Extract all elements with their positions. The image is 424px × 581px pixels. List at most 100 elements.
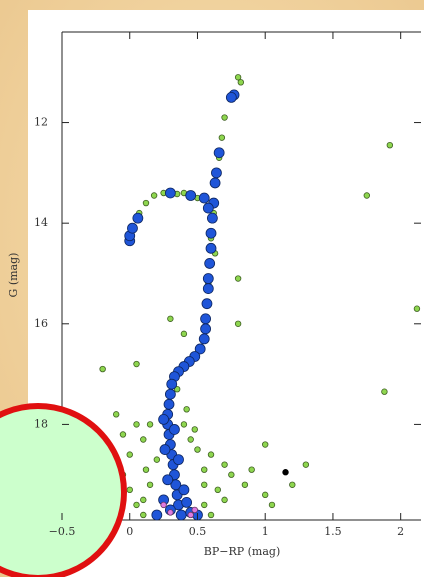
point	[235, 74, 241, 80]
point	[182, 497, 192, 507]
point	[303, 462, 309, 468]
point	[168, 510, 174, 516]
point	[133, 213, 143, 223]
point	[201, 314, 211, 324]
point	[181, 331, 187, 337]
point	[100, 366, 106, 372]
point	[207, 213, 217, 223]
point	[181, 422, 187, 428]
point	[203, 284, 213, 294]
point	[164, 399, 174, 409]
point	[364, 193, 370, 199]
point	[127, 223, 137, 233]
point	[127, 452, 133, 458]
point	[134, 502, 140, 508]
point	[199, 193, 209, 203]
point	[269, 502, 275, 508]
point	[205, 258, 215, 268]
point	[140, 512, 146, 518]
point	[206, 243, 216, 253]
point	[120, 432, 126, 438]
point	[176, 510, 186, 520]
point	[214, 148, 224, 158]
page: BP−RP (mag) G (mag) −0.5 0 0.5 1 1.5 2 12 14 16 1…	[0, 0, 424, 577]
point	[140, 497, 146, 503]
point	[165, 188, 175, 198]
point	[262, 492, 268, 498]
point	[211, 168, 221, 178]
point	[188, 512, 194, 518]
point	[226, 92, 236, 102]
point	[222, 462, 228, 468]
point	[242, 482, 248, 488]
point	[147, 482, 153, 488]
y-axis-label: G (mag)	[7, 253, 20, 298]
point	[179, 485, 189, 495]
x-tick-label: 0.5	[189, 525, 207, 538]
point	[382, 389, 388, 395]
point	[151, 193, 157, 199]
x-tick-label: 1.5	[324, 525, 342, 538]
point	[203, 203, 213, 213]
point	[199, 334, 209, 344]
y-tick-label: 18	[34, 417, 48, 430]
x-tick-label: 1	[262, 525, 269, 538]
point	[201, 502, 207, 508]
point	[387, 142, 393, 148]
point	[169, 424, 179, 434]
point	[186, 191, 196, 201]
point	[201, 467, 207, 473]
point	[210, 178, 220, 188]
y-tick-label: 16	[34, 317, 48, 330]
x-axis-label: BP−RP (mag)	[204, 545, 281, 558]
point	[195, 447, 201, 453]
point	[174, 455, 184, 465]
point	[215, 487, 221, 493]
point	[235, 321, 241, 327]
point	[222, 497, 228, 503]
x-tick-label: −0.5	[49, 525, 76, 538]
point	[222, 115, 228, 121]
point	[203, 274, 213, 284]
point	[192, 427, 198, 433]
point	[147, 422, 153, 428]
point	[167, 379, 177, 389]
point	[143, 467, 149, 473]
x-tick-label: 2	[397, 525, 404, 538]
point	[283, 469, 289, 475]
point	[208, 452, 214, 458]
point	[134, 422, 140, 428]
point	[143, 200, 149, 206]
point	[134, 361, 140, 367]
point	[235, 276, 241, 282]
point	[290, 482, 296, 488]
point	[414, 306, 420, 312]
point	[206, 228, 216, 238]
point	[192, 507, 198, 513]
point	[201, 482, 207, 488]
point	[202, 299, 212, 309]
point	[229, 472, 235, 478]
point	[208, 512, 214, 518]
point	[159, 414, 169, 424]
point	[140, 437, 146, 443]
point	[161, 502, 167, 508]
point	[262, 442, 268, 448]
point	[154, 457, 160, 463]
point	[201, 324, 211, 334]
point	[168, 316, 174, 322]
point	[127, 487, 133, 493]
point	[163, 475, 173, 485]
y-tick-label: 14	[34, 216, 48, 229]
point	[152, 510, 162, 520]
point	[160, 445, 170, 455]
point	[165, 389, 175, 399]
point	[188, 437, 194, 443]
point	[113, 412, 119, 418]
point	[219, 135, 225, 141]
y-tick-label: 12	[34, 116, 48, 129]
chart: BP−RP (mag) G (mag) −0.5 0 0.5 1 1.5 2 12 14 16 1…	[0, 0, 424, 577]
point	[184, 407, 190, 413]
x-tick-label: 0	[126, 525, 133, 538]
point	[249, 467, 255, 473]
